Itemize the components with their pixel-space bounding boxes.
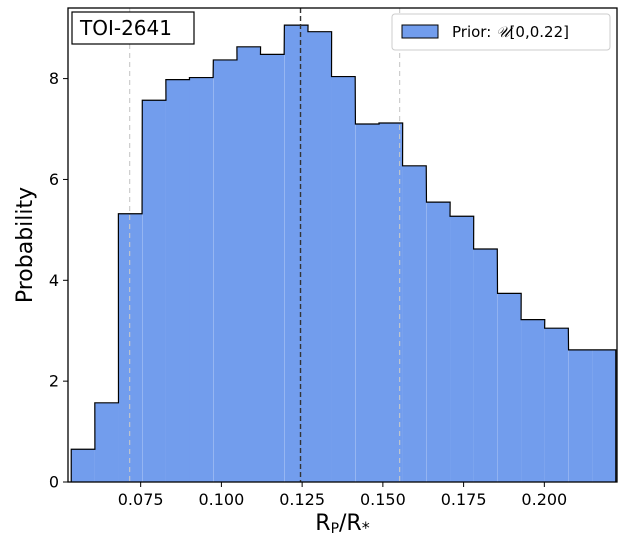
histogram-bar [497, 293, 522, 482]
histogram-bar [450, 216, 474, 482]
x-axis-label: RP/R* [315, 511, 369, 537]
legend-label-range: [0,0.22] [510, 23, 569, 41]
histogram-outline [70, 24, 617, 482]
histogram-bar [94, 402, 119, 482]
legend-swatch [401, 24, 439, 39]
histogram-bar [473, 249, 498, 482]
histogram-bar [307, 31, 332, 482]
histogram-bars [70, 24, 617, 483]
y-tick-label: 6 [49, 170, 59, 189]
x-tick-label: 0.075 [118, 490, 164, 509]
histogram-bar [544, 328, 569, 482]
x-axis-label-sub1: P [331, 521, 339, 537]
histogram-bar [592, 349, 616, 482]
x-tick-label: 0.100 [198, 490, 244, 509]
legend-label-prefix: Prior: [452, 23, 496, 41]
histogram-bar [402, 165, 427, 482]
x-axis-label-main: R [315, 511, 330, 536]
legend: Prior: 𝒰[0,0.22] [391, 13, 611, 51]
x-axis-ticks: 0.075 0.100 0.125 0.150 0.175 0.200 [118, 482, 567, 509]
legend-label-symbol: 𝒰 [496, 23, 514, 41]
x-axis-label-sub2: * [362, 518, 370, 537]
histogram-bar [165, 79, 190, 483]
y-tick-label: 8 [49, 69, 59, 88]
x-tick-label: 0.175 [441, 490, 487, 509]
x-tick-label: 0.125 [279, 490, 325, 509]
reference-lines [129, 8, 401, 482]
histogram-bar [118, 213, 143, 482]
histogram-bar [213, 59, 237, 483]
histogram-bar [426, 202, 451, 482]
histogram-bar [355, 123, 380, 482]
plot-frame [67, 7, 618, 483]
x-tick-label: 0.150 [360, 490, 406, 509]
histogram-bar [189, 77, 214, 483]
histogram-bar [71, 449, 95, 482]
y-axis-label: Probability [13, 187, 38, 303]
histogram-bar [284, 25, 309, 482]
histogram-bar [331, 76, 356, 482]
histogram-bar [378, 122, 403, 482]
y-tick-label: 0 [49, 473, 59, 492]
legend-label: Prior: 𝒰[0,0.22] [452, 23, 569, 41]
x-axis-label-mid: /R [339, 511, 362, 536]
histogram-bar [521, 319, 545, 482]
histogram-bar [568, 349, 593, 482]
x-tick-label: 0.200 [521, 490, 567, 509]
y-axis-ticks: 0 2 4 6 8 [49, 69, 68, 492]
target-name-text: TOI-2641 [79, 16, 172, 40]
target-name-badge: TOI-2641 [71, 11, 195, 45]
histogram-bar [260, 54, 285, 483]
histogram-bar [142, 100, 166, 483]
y-tick-label: 2 [49, 372, 59, 391]
histogram-bar [236, 46, 261, 482]
y-tick-label: 4 [49, 271, 59, 290]
